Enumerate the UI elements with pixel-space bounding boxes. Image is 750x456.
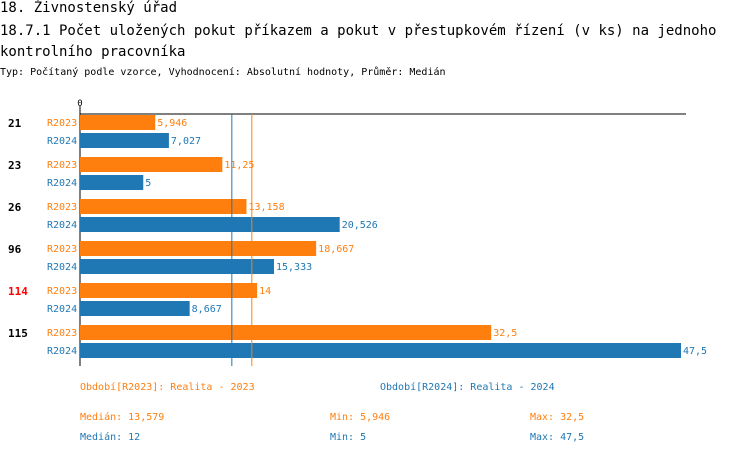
stat-min-r2024: Min: 5 [330,432,367,443]
bar-r2023 [80,199,247,214]
bar-r2024 [80,175,144,190]
bar-value-label: 5 [145,178,151,189]
chart-type-line: Typ: Počítaný podle vzorce, Vyhodnocení:… [0,67,446,78]
bar-value-label: 32,5 [493,328,517,339]
series-row-label: R2023 [47,328,77,339]
series-row-label: R2023 [47,244,77,255]
bar-value-label: 15,333 [276,262,312,273]
stat-min-r2023: Min: 5,946 [330,412,391,423]
stat-median-r2024: Medián: 12 [80,432,141,443]
series-row-label: R2024 [47,136,77,147]
category-label: 114 [8,285,28,298]
bar-value-label: 18,667 [318,244,354,255]
bar-value-label: 8,667 [192,304,222,315]
stat-median-r2023: Medián: 13,579 [80,412,165,423]
series-row-label: R2023 [47,202,77,213]
bar-r2024 [80,217,340,232]
bar-r2023 [80,241,317,256]
bar-value-label: 5,946 [157,118,187,129]
bar-r2023 [80,157,223,172]
bar-value-label: 13,158 [248,202,284,213]
x-axis-tick-label: 0 [77,99,82,109]
bar-r2024 [80,133,169,148]
category-label: 21 [8,117,22,130]
series-row-label: R2024 [47,346,77,357]
series-row-label: R2024 [47,178,77,189]
bar-r2023 [80,325,492,340]
category-label: 23 [8,159,21,172]
bar-r2023 [80,283,258,298]
bar-r2024 [80,259,275,274]
stat-max-r2023: Max: 32,5 [530,412,585,423]
bar-value-label: 47,5 [683,346,707,357]
series-row-label: R2023 [47,118,77,129]
category-label: 96 [8,243,22,256]
series-row-label: R2024 [47,304,77,315]
legend-r2024: Období[R2024]: Realita - 2024 [380,382,555,393]
page-title: 18. Živnostenský úřad [0,0,178,16]
chart-subtitle: 18.7.1 Počet uložených pokut příkazem a … [0,23,717,60]
stat-max-r2024: Max: 47,5 [530,432,585,443]
bar-value-label: 20,526 [342,220,378,231]
legend-r2023: Období[R2023]: Realita - 2023 [80,382,255,393]
bar-value-label: 7,027 [171,136,201,147]
series-row-label: R2024 [47,262,77,273]
series-row-label: R2023 [47,160,77,171]
bar-r2024 [80,301,190,316]
series-row-label: R2024 [47,220,77,231]
bar-r2024 [80,343,681,358]
category-label: 115 [8,327,28,340]
bar-r2023 [80,115,156,130]
series-row-label: R2023 [47,286,77,297]
bar-value-label: 14 [259,286,271,297]
bar-value-label: 11,25 [224,160,254,171]
category-label: 26 [8,201,22,214]
